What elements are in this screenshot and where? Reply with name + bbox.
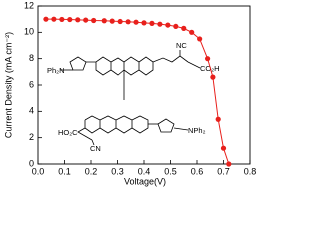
x-tick-label: 0.1: [58, 166, 71, 176]
data-point: [43, 16, 49, 22]
structure-label: NPh₂: [188, 126, 206, 135]
x-tick-label: 0.0: [32, 166, 45, 176]
x-tick-label: 0.4: [138, 166, 151, 176]
data-point: [141, 20, 147, 26]
data-point: [181, 25, 187, 31]
data-point: [173, 23, 179, 30]
structure-label: HO₂C: [58, 128, 78, 137]
x-tick-label: 0.7: [217, 166, 230, 176]
data-point: [220, 145, 227, 151]
x-tick-label: 0.6: [191, 166, 204, 176]
data-point: [133, 19, 139, 25]
structure-label: Ph₂N: [47, 66, 65, 75]
data-point: [67, 16, 73, 23]
y-tick-label: 4: [29, 106, 34, 116]
chart: Voltage(V) Current Density (mA cm⁻²) Ph₂…: [3, 0, 257, 186]
x-axis-label: Voltage(V): [124, 176, 166, 186]
data-point: [215, 116, 221, 122]
structure-label: CO₂H: [200, 64, 220, 73]
structure-drawing: [60, 50, 201, 146]
data-point: [75, 17, 81, 23]
x-tick-label: 0.2: [85, 166, 98, 176]
structure-label: NC: [176, 41, 187, 50]
x-tick-label: 0.8: [244, 166, 257, 176]
data-point: [101, 18, 107, 24]
data-point: [149, 20, 155, 26]
data-point: [226, 161, 232, 167]
data-point: [83, 17, 89, 23]
data-point: [189, 29, 195, 35]
y-tick-label: 6: [29, 79, 34, 89]
y-tick-label: 0: [29, 158, 34, 168]
data-point: [51, 16, 57, 22]
data-point: [109, 18, 115, 24]
y-tick-label: 12: [24, 0, 34, 10]
data-point: [165, 22, 171, 28]
data-point: [117, 18, 123, 25]
data-point: [125, 19, 131, 25]
data-point: [91, 17, 97, 24]
data-point: [59, 16, 65, 23]
y-tick-label: 8: [29, 53, 34, 63]
data-point: [197, 36, 203, 42]
structure-label: CN: [90, 144, 101, 153]
y-tick-label: 2: [29, 132, 34, 142]
data-line: [45, 18, 230, 165]
data-point: [205, 56, 211, 62]
x-tick-label: 0.3: [111, 166, 124, 176]
data-point: [157, 21, 163, 27]
plot-frame: [37, 5, 251, 165]
data-point: [210, 74, 216, 80]
y-axis-label: Current Density (mA cm⁻²): [3, 32, 13, 138]
x-tick-label: 0.5: [164, 166, 177, 176]
y-tick-label: 10: [24, 27, 34, 37]
